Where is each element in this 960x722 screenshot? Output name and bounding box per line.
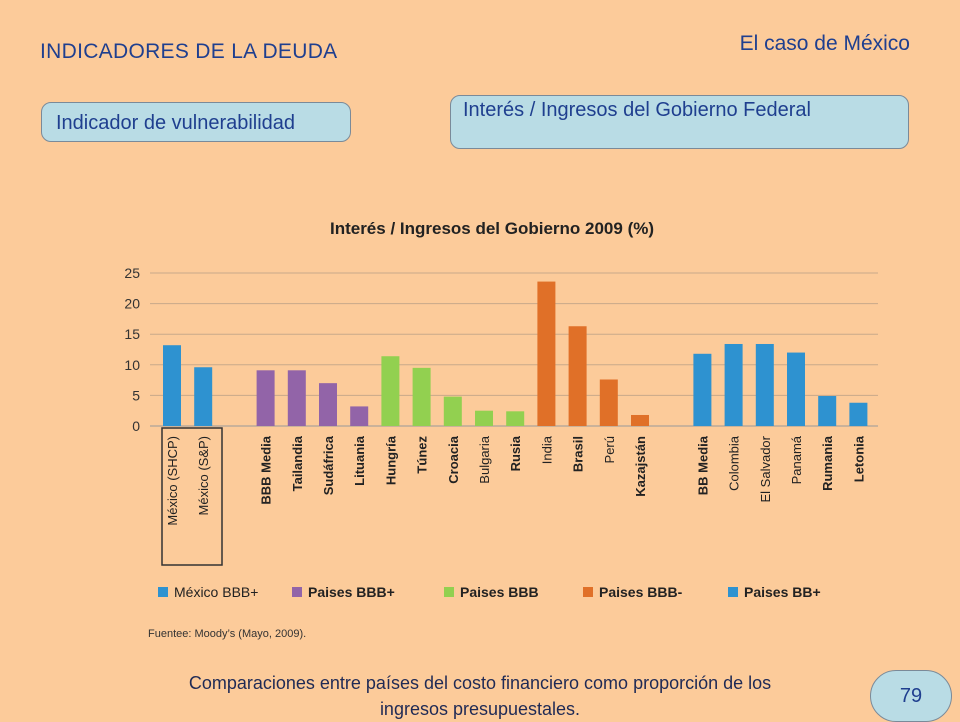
legend-swatch [583, 587, 593, 597]
legend-label: Paises BBB [460, 584, 539, 600]
section-title: INDICADORES DE LA DEUDA [40, 40, 338, 63]
x-tick-label: Rumania [820, 435, 835, 491]
bar [693, 353, 712, 426]
bar [849, 402, 868, 426]
x-tick-label: Brasil [571, 436, 586, 472]
legend-label: Paises BB+ [744, 584, 821, 600]
legend-label: Paises BBB+ [308, 584, 395, 600]
x-tick-label: Túnez [415, 436, 430, 474]
bar [287, 370, 306, 426]
metric-label: Interés / Ingresos del Gobierno Federal [450, 95, 909, 149]
x-tick-label: México (SHCP) [165, 436, 180, 526]
source-note: Fuentee: Moody’s (Mayo, 2009). [148, 628, 307, 640]
y-tick-label: 25 [124, 265, 140, 281]
bar [537, 281, 556, 426]
bar [506, 411, 525, 426]
indicator-label: Indicador de vulnerabilidad [41, 102, 351, 142]
legend-swatch [158, 587, 168, 597]
case-title: El caso de México [739, 32, 910, 55]
y-tick-label: 20 [124, 296, 140, 312]
bar [412, 367, 431, 426]
x-tick-label: Rusia [508, 435, 523, 471]
page-number: 79 [870, 670, 952, 722]
x-tick-label: Perú [602, 436, 617, 463]
y-tick-label: 15 [124, 326, 140, 342]
legend-label: México BBB+ [174, 584, 258, 600]
bar [568, 326, 587, 426]
x-tick-label: BB Media [695, 435, 710, 495]
bar [787, 352, 805, 426]
bar [631, 414, 649, 426]
slide-caption: Comparaciones entre países del costo fin… [130, 670, 830, 722]
x-tick-label: BBB Media [259, 435, 274, 504]
chart-title: Interés / Ingresos del Gobierno 2009 (%) [330, 219, 654, 238]
x-tick-label: Tailandia [290, 435, 305, 491]
mexico-highlight-box [161, 427, 223, 566]
x-tick-label: Colombia [727, 435, 742, 491]
x-tick-label: India [539, 435, 554, 464]
x-tick-label: Lituania [352, 435, 367, 486]
legend-swatch [444, 587, 454, 597]
caption-line-2: ingresos presupuestales. [379, 699, 581, 719]
x-tick-label: Croacia [446, 435, 461, 483]
bar [724, 343, 743, 426]
x-tick-label: Sudáfrica [321, 435, 336, 495]
bar [256, 370, 275, 426]
legend-swatch [292, 587, 302, 597]
bar [381, 356, 400, 426]
x-tick-label: Panamá [789, 435, 804, 484]
bar [350, 406, 369, 426]
bar [475, 410, 493, 426]
x-tick-label: Kazajstán [633, 436, 648, 497]
legend-swatch [728, 587, 738, 597]
bar [163, 345, 181, 426]
bar [319, 383, 337, 426]
x-tick-label: El Salvador [758, 435, 773, 502]
bar [599, 379, 618, 426]
y-tick-label: 10 [124, 357, 140, 373]
x-tick-label: Bulgaria [477, 435, 492, 483]
caption-line-1: Comparaciones entre países del costo fin… [188, 673, 772, 693]
bar [194, 367, 213, 426]
y-tick-label: 0 [132, 418, 140, 434]
bar [443, 396, 462, 426]
y-tick-label: 5 [132, 387, 140, 403]
legend-label: Paises BBB- [599, 584, 683, 600]
x-tick-label: México (S&P) [196, 436, 211, 515]
bar [818, 396, 837, 426]
x-tick-label: Hungría [383, 435, 398, 485]
x-tick-label: Letonia [851, 435, 866, 482]
bar [755, 343, 774, 426]
